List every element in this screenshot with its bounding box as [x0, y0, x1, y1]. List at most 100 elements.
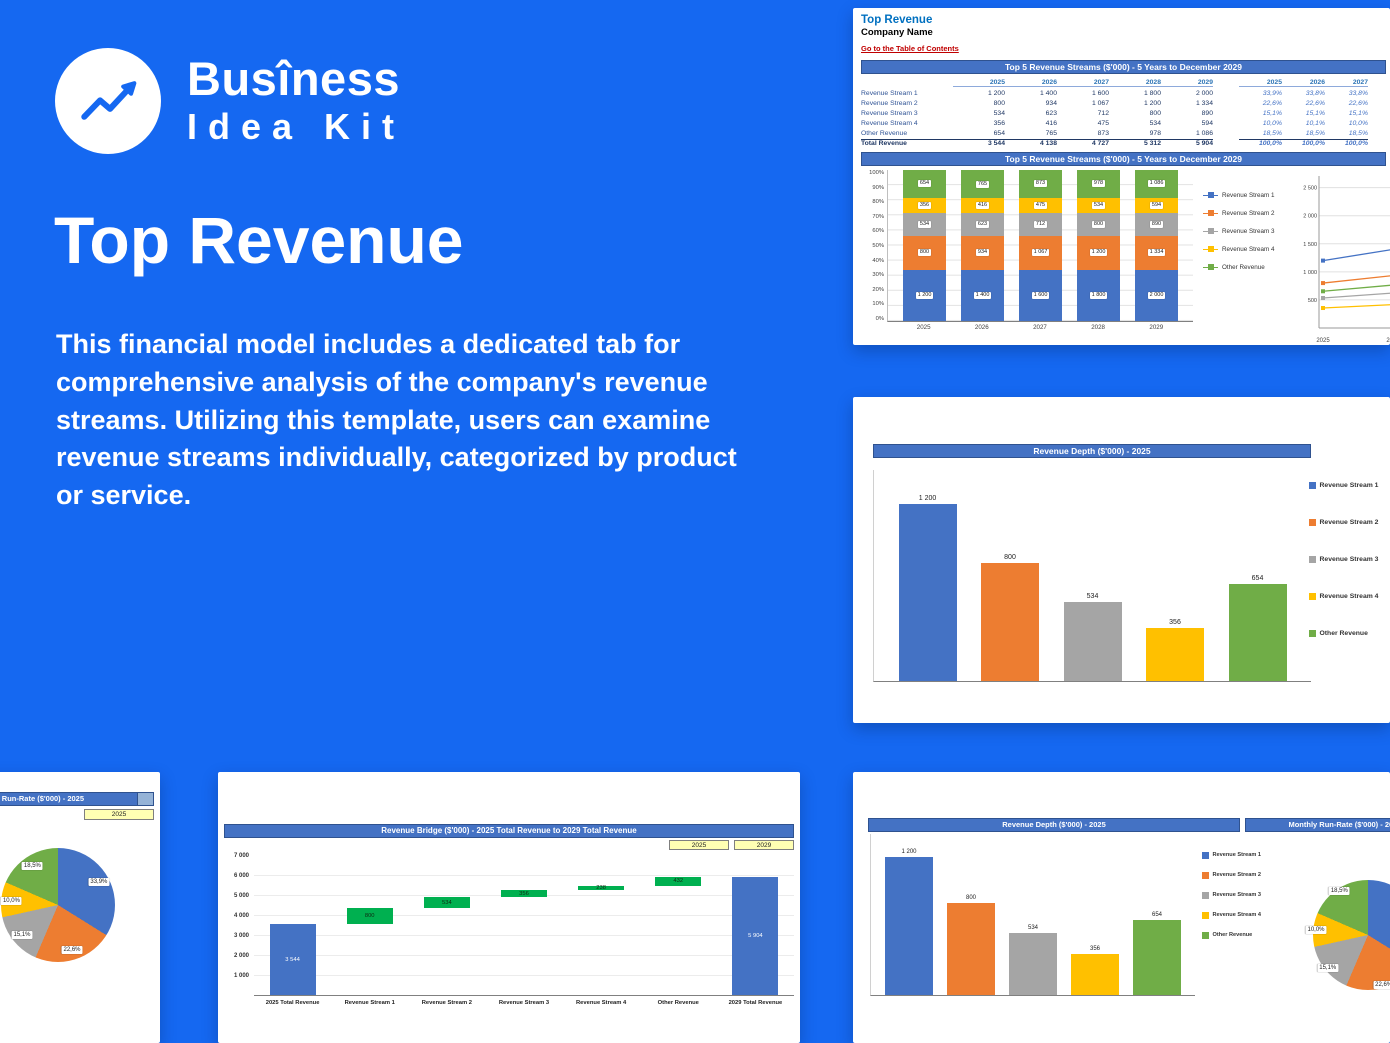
legend-label: Revenue Stream 2	[1222, 210, 1275, 217]
revenue-depth-panel: Revenue Depth ($'000) - 2025 1 200 800 534…	[853, 397, 1390, 723]
spreadsheet-panel: Top Revenue Company Name Go to the Table…	[853, 8, 1390, 345]
y-tick-label: 70%	[872, 213, 884, 220]
legend-label: Revenue Stream 1	[1212, 852, 1262, 859]
bar-segment: 654	[903, 170, 946, 198]
value-cell: 1 067	[1091, 99, 1109, 107]
data-point-marker	[1321, 281, 1325, 286]
value-cell: 534	[993, 109, 1005, 117]
year-tag: 2025	[84, 809, 154, 820]
bar-column: 654	[1133, 912, 1181, 995]
data-label: 432	[673, 878, 684, 885]
legend-marker	[1203, 192, 1218, 198]
table-row: Other Revenue 654 765 873 978 1 086 18,5% 18,5%…	[861, 128, 1390, 138]
percent-cell: 18,5%	[1262, 129, 1282, 137]
stacked-bar: 1 400 934 623 416 765	[961, 170, 1004, 321]
legend-label: Other Revenue	[1319, 630, 1368, 637]
depth-legend: Revenue Stream 1 Revenue Stream 2 Revenue …	[1202, 852, 1261, 939]
bar-segment: 594	[1135, 197, 1178, 213]
y-tick-label: 4 000	[233, 913, 249, 919]
data-label: 2 000	[1147, 291, 1166, 299]
bridge-chart: 7 000 6 000 5 000 4 000 3 000 2 000 1 000 3 54…	[224, 853, 794, 996]
stacked-bar: 1 600 1 067 712 475 873	[1019, 170, 1062, 321]
legend-item: Revenue Stream 3	[1203, 228, 1287, 235]
bar-segment: 800	[1077, 213, 1120, 236]
bridge-title-bar: Revenue Bridge ($'000) - 2025 Total Reve…	[224, 824, 794, 838]
data-label: 765	[975, 180, 990, 188]
bar	[1071, 953, 1119, 995]
x-tick-label: 2025	[1316, 338, 1330, 344]
waterfall-column: 238	[563, 856, 640, 995]
legend-label: Revenue Stream 4	[1222, 246, 1275, 253]
legend-item: Revenue Stream 3	[1202, 892, 1261, 899]
legend-label: Revenue Stream 3	[1222, 228, 1275, 235]
legend-marker	[1203, 246, 1218, 252]
bar-segment: 1 334	[1135, 235, 1178, 270]
legend-item: Revenue Stream 4	[1202, 912, 1261, 919]
table-row: Revenue Stream 1 1 200 1 400 1 600 1 800 2 00…	[861, 88, 1390, 98]
bar-segment: 356	[903, 197, 946, 214]
row-label: Revenue Stream 3	[861, 109, 918, 117]
x-tick-label: 2025	[916, 324, 931, 331]
legend-label: Revenue Stream 1	[1222, 192, 1275, 199]
x-tick-label: Other Revenue	[657, 1000, 699, 1006]
increase-bar: 800	[346, 908, 393, 925]
year-header: 2025	[1239, 79, 1282, 87]
x-tick-label: Revenue Stream 3	[498, 1000, 550, 1006]
data-label: 1 400	[973, 291, 992, 299]
bar-column: 534	[1063, 593, 1122, 681]
data-point-marker	[1321, 296, 1325, 301]
year-header: 2026	[1005, 79, 1057, 87]
percent-cell: 10,0%	[1262, 119, 1282, 127]
page-title: Top Revenue	[54, 203, 464, 277]
legend-label: Revenue Stream 1	[1319, 482, 1379, 489]
sheet-tab-title: Top Revenue	[861, 14, 933, 26]
year-tag: 2029	[734, 840, 794, 850]
value-cell: 1 400	[1039, 89, 1057, 97]
bar	[947, 902, 995, 995]
legend-label: Revenue Stream 2	[1212, 872, 1262, 879]
stacked-bar: 1 800 1 200 800 534 978	[1077, 170, 1120, 321]
bar-segment: 1 200	[1077, 235, 1120, 270]
data-label: 416	[975, 202, 990, 210]
toc-link[interactable]: Go to the Table of Contents	[861, 44, 959, 53]
row-label: Revenue Stream 2	[861, 99, 918, 107]
bar-segment: 1 400	[961, 269, 1004, 321]
bar-column: 654	[1228, 575, 1287, 681]
data-label: 10,0%	[0, 896, 22, 905]
runrate-pie-chart: 33,9% 22,6% 15,1% 10,0% 18,5%	[0, 848, 115, 962]
y-tick-label: 1 000	[1303, 270, 1317, 276]
percent-cell: 10,1%	[1305, 119, 1325, 127]
data-label: 712	[1033, 220, 1048, 228]
data-label: 1 086	[1147, 180, 1166, 188]
data-label: 1 200	[915, 291, 934, 299]
increase-bar: 534	[423, 897, 470, 909]
value-cell: 5 312	[1109, 139, 1161, 147]
percent-cell: 15,1%	[1348, 109, 1368, 117]
value-cell: 4 727	[1057, 139, 1109, 147]
bar	[885, 856, 933, 995]
runrate-panel-left: Monthly Run-Rate ($'000) - 2025 2025 33,…	[0, 772, 160, 1043]
table-title-bar: Top 5 Revenue Streams ($'000) - 5 Years …	[861, 60, 1386, 74]
x-tick-label: Revenue Stream 4	[576, 1000, 627, 1006]
runrate-title-bar: Monthly Run-Rate ($'000) - 2025	[0, 792, 154, 806]
value-cell: 978	[1149, 129, 1161, 137]
total-bar: 3 544	[269, 924, 316, 995]
value-cell: 934	[1045, 99, 1057, 107]
data-label: 800	[1091, 220, 1106, 228]
y-tick-label: 2 500	[1303, 186, 1317, 192]
data-label: 1 200	[1089, 249, 1108, 257]
legend-marker	[1202, 892, 1209, 899]
bar-segment: 765	[961, 170, 1004, 198]
legend-item: Revenue Stream 4	[1203, 246, 1287, 253]
data-label: 1 067	[1031, 249, 1050, 257]
bar-segment: 934	[961, 235, 1004, 270]
data-label: 534	[1086, 593, 1099, 601]
bridge-y-axis: 7 000 6 000 5 000 4 000 3 000 2 000 1 000	[224, 853, 254, 996]
value-cell: 5 904	[1161, 139, 1213, 147]
data-label: 33,9%	[88, 878, 110, 887]
legend-item: Other Revenue	[1309, 630, 1378, 637]
stacked-plot-area: 1 200 800 534 356 654 1 400 934 623 416 765 1 600 1…	[887, 170, 1193, 345]
waterfall-column: 534	[408, 856, 485, 995]
data-label: 10,0%	[1305, 926, 1327, 934]
